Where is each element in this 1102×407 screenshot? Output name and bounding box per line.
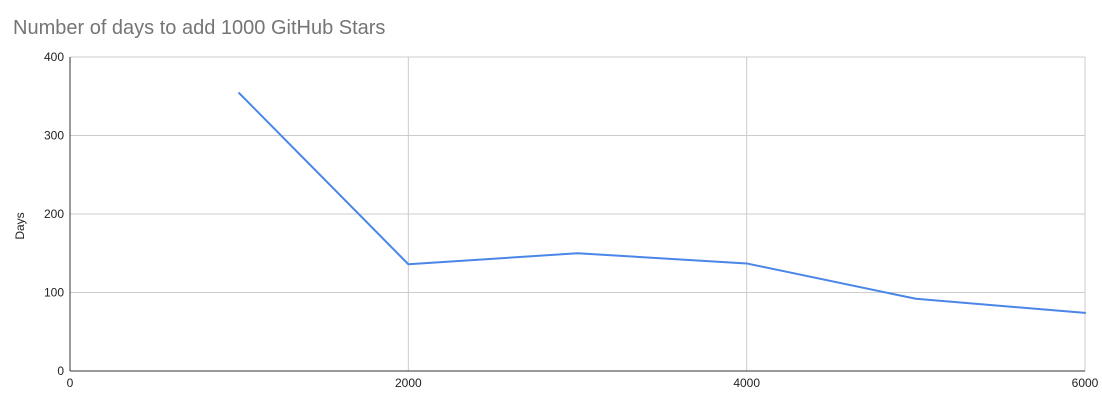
x-tick-label: 4000 bbox=[733, 376, 760, 390]
x-tick-label: 2000 bbox=[395, 376, 422, 390]
grid bbox=[70, 56, 1086, 371]
y-tick-label: 200 bbox=[44, 207, 64, 221]
y-axis-title: Days bbox=[13, 212, 27, 239]
y-tick-label: 300 bbox=[44, 129, 64, 143]
x-axis-ticks: 0 2000 4000 6000 bbox=[67, 376, 1099, 390]
y-tick-label: 100 bbox=[44, 286, 64, 300]
y-tick-label: 400 bbox=[44, 50, 64, 64]
chart-title: Number of days to add 1000 GitHub Stars bbox=[13, 17, 385, 39]
axes bbox=[69, 57, 1085, 372]
series-line-1 bbox=[238, 92, 1086, 314]
series bbox=[238, 92, 1086, 314]
y-axis-ticks: 0 100 200 300 400 bbox=[44, 50, 64, 378]
y-tick-label: 0 bbox=[57, 364, 64, 378]
x-tick-label: 6000 bbox=[1072, 376, 1099, 390]
x-tick-label: 0 bbox=[67, 376, 74, 390]
